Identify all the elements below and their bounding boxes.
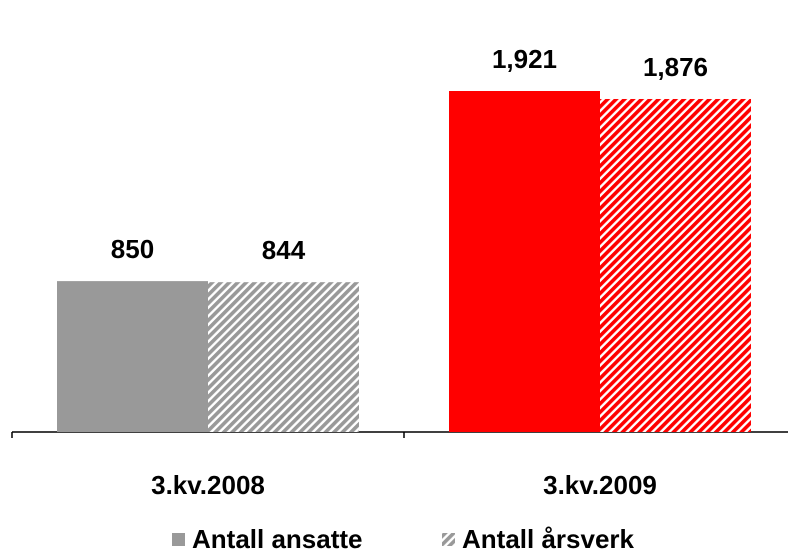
x-tick-label: 3.kv.2008 xyxy=(151,470,265,500)
value-label: 850 xyxy=(111,234,154,264)
legend-swatch xyxy=(442,533,455,546)
legend-label: Antall ansatte xyxy=(192,524,363,554)
bar xyxy=(57,281,208,432)
bar xyxy=(449,91,600,432)
value-label: 1,921 xyxy=(492,44,557,74)
legend-label: Antall årsverk xyxy=(462,524,635,554)
value-label: 1,876 xyxy=(643,52,708,82)
bar xyxy=(600,98,751,432)
bar xyxy=(208,282,359,432)
legend-swatch xyxy=(172,533,185,546)
value-label: 844 xyxy=(262,235,306,265)
x-tick-label: 3.kv.2009 xyxy=(543,470,657,500)
